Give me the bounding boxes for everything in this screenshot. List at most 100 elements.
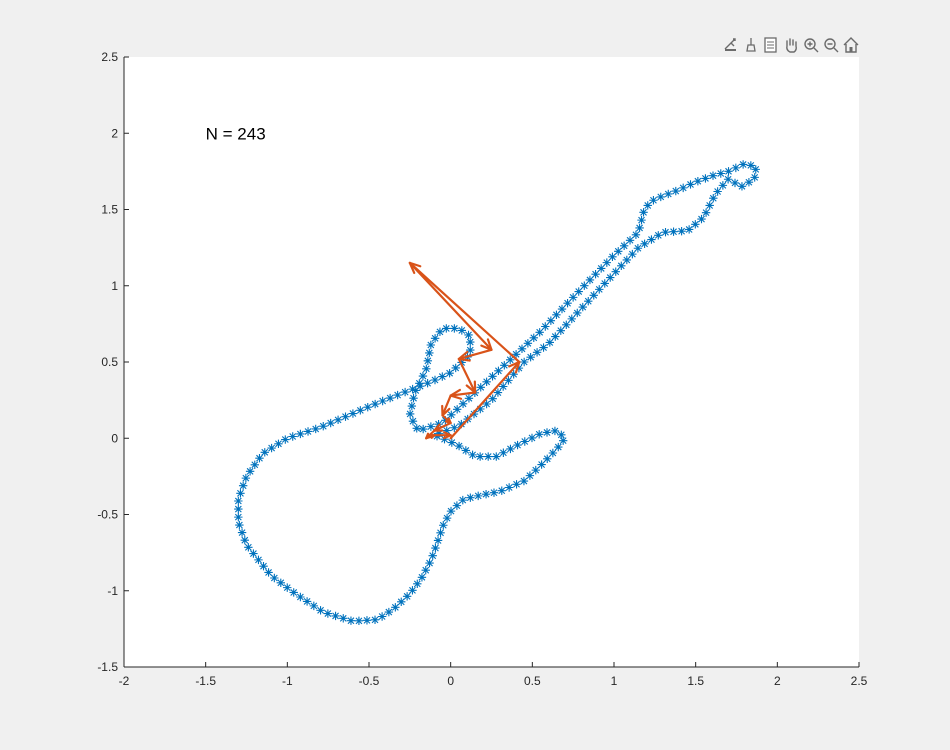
scatter-point	[492, 452, 501, 461]
scatter-point	[442, 324, 451, 333]
scatter-point	[346, 616, 356, 625]
scatter-point	[469, 409, 479, 419]
scatter-point	[408, 384, 417, 394]
x-axis: -2 -1.5 -1 -0.5 0 0.5 1 1.5 2 2.5	[119, 662, 868, 688]
scatter-point	[418, 424, 428, 434]
scatter-point	[413, 579, 422, 589]
scatter-point	[303, 427, 313, 436]
scatter-point	[423, 356, 433, 366]
scatter-point	[631, 230, 641, 239]
y-tick-label: -1.5	[97, 660, 118, 674]
scatter-point	[493, 388, 503, 397]
home-icon[interactable]	[842, 36, 860, 54]
scatter-point	[693, 177, 703, 186]
zoom-out-icon[interactable]	[822, 36, 840, 54]
scatter-point	[746, 161, 756, 170]
scatter-point	[422, 364, 431, 373]
scatter-point	[556, 326, 565, 335]
scatter-point	[249, 549, 258, 558]
scatter-point	[656, 192, 665, 202]
scatter-point	[289, 588, 298, 597]
scatter-point	[497, 486, 506, 495]
scatter-point	[274, 439, 283, 448]
scatter-point	[526, 352, 535, 362]
scatter-point	[537, 460, 546, 469]
scatter-point	[557, 304, 567, 314]
scatter-point	[584, 296, 593, 306]
scatter-point	[348, 409, 358, 418]
scatter-point	[718, 181, 728, 190]
scatter-point	[450, 324, 459, 333]
zoom-in-icon[interactable]	[802, 36, 820, 54]
x-tick-label: -1	[282, 674, 293, 688]
scatter-point	[573, 308, 582, 318]
scatter-point	[438, 372, 447, 381]
scatter-point	[527, 433, 537, 443]
scatter-point	[425, 348, 434, 358]
scatter-point	[504, 483, 514, 492]
scatter-point	[678, 183, 688, 193]
scatter-point	[454, 441, 464, 451]
scatter-point	[602, 258, 612, 267]
y-tick-label: 0.5	[101, 355, 118, 369]
scatter-point	[458, 399, 468, 409]
scatter-point	[450, 423, 459, 432]
scatter-point	[539, 343, 548, 352]
scatter-point	[647, 235, 656, 244]
scatter-point	[591, 269, 600, 279]
scatter-point	[466, 337, 475, 347]
scatter-point	[751, 165, 760, 174]
x-tick-label: 1	[611, 674, 618, 688]
scatter-point	[639, 208, 648, 217]
y-tick-label: 1	[111, 279, 118, 293]
datatip-icon[interactable]	[762, 36, 780, 54]
scatter-point	[691, 220, 700, 229]
y-tick-label: 2.5	[101, 50, 118, 64]
scatter-point	[731, 163, 741, 173]
scatter-point	[363, 402, 372, 412]
scatter-point	[407, 401, 417, 411]
scatter-point	[558, 436, 568, 445]
axes-background	[124, 57, 859, 667]
scatter-point	[238, 481, 248, 490]
scatter-point	[426, 340, 436, 350]
scatter-point	[671, 186, 680, 196]
scatter-point	[370, 615, 380, 625]
scatter-point	[385, 393, 395, 403]
scatter-point	[415, 381, 425, 391]
scatter-point	[606, 273, 615, 282]
axes-toolbar	[722, 36, 860, 54]
scatter-point	[402, 592, 412, 601]
scatter-point	[466, 493, 475, 502]
scatter-point	[686, 180, 695, 189]
scatter-point	[435, 429, 444, 438]
scatter-point	[250, 460, 259, 469]
scatter-point	[643, 201, 652, 210]
scatter-point	[319, 421, 328, 431]
scatter-point	[412, 424, 421, 433]
scatter-point	[283, 583, 292, 592]
scatter-point	[439, 521, 448, 530]
brush-icon[interactable]	[742, 36, 760, 54]
scatter-point	[326, 418, 335, 428]
export-icon[interactable]	[722, 36, 740, 54]
scatter-point	[519, 476, 529, 486]
scatter-point	[611, 267, 620, 276]
scatter-point	[504, 376, 513, 385]
scatter-point	[498, 382, 508, 391]
scatter-point	[436, 528, 445, 538]
scatter-point	[259, 561, 268, 571]
scatter-point	[529, 333, 538, 342]
scatter-point	[309, 601, 319, 611]
scatter-point	[738, 160, 748, 169]
scatter-point	[302, 597, 312, 606]
scatter-point	[705, 201, 714, 210]
pan-hand-icon[interactable]	[782, 36, 800, 54]
scatter-point	[255, 454, 264, 463]
scatter-point	[237, 528, 247, 537]
scatter-point	[442, 426, 451, 435]
scatter-point	[473, 491, 483, 501]
scatter-point	[464, 330, 473, 340]
arrow-segment	[433, 431, 452, 440]
scatter-point	[730, 178, 740, 188]
